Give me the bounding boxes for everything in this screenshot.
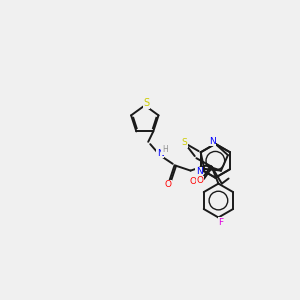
Text: O: O xyxy=(190,177,196,186)
Text: N: N xyxy=(196,167,202,176)
Text: N: N xyxy=(157,148,164,158)
Text: O: O xyxy=(164,180,171,189)
Text: H: H xyxy=(162,146,168,154)
Text: S: S xyxy=(143,98,149,108)
Text: F: F xyxy=(218,218,223,226)
Text: N: N xyxy=(209,137,216,146)
Text: S: S xyxy=(182,139,188,148)
Text: O: O xyxy=(196,176,204,185)
